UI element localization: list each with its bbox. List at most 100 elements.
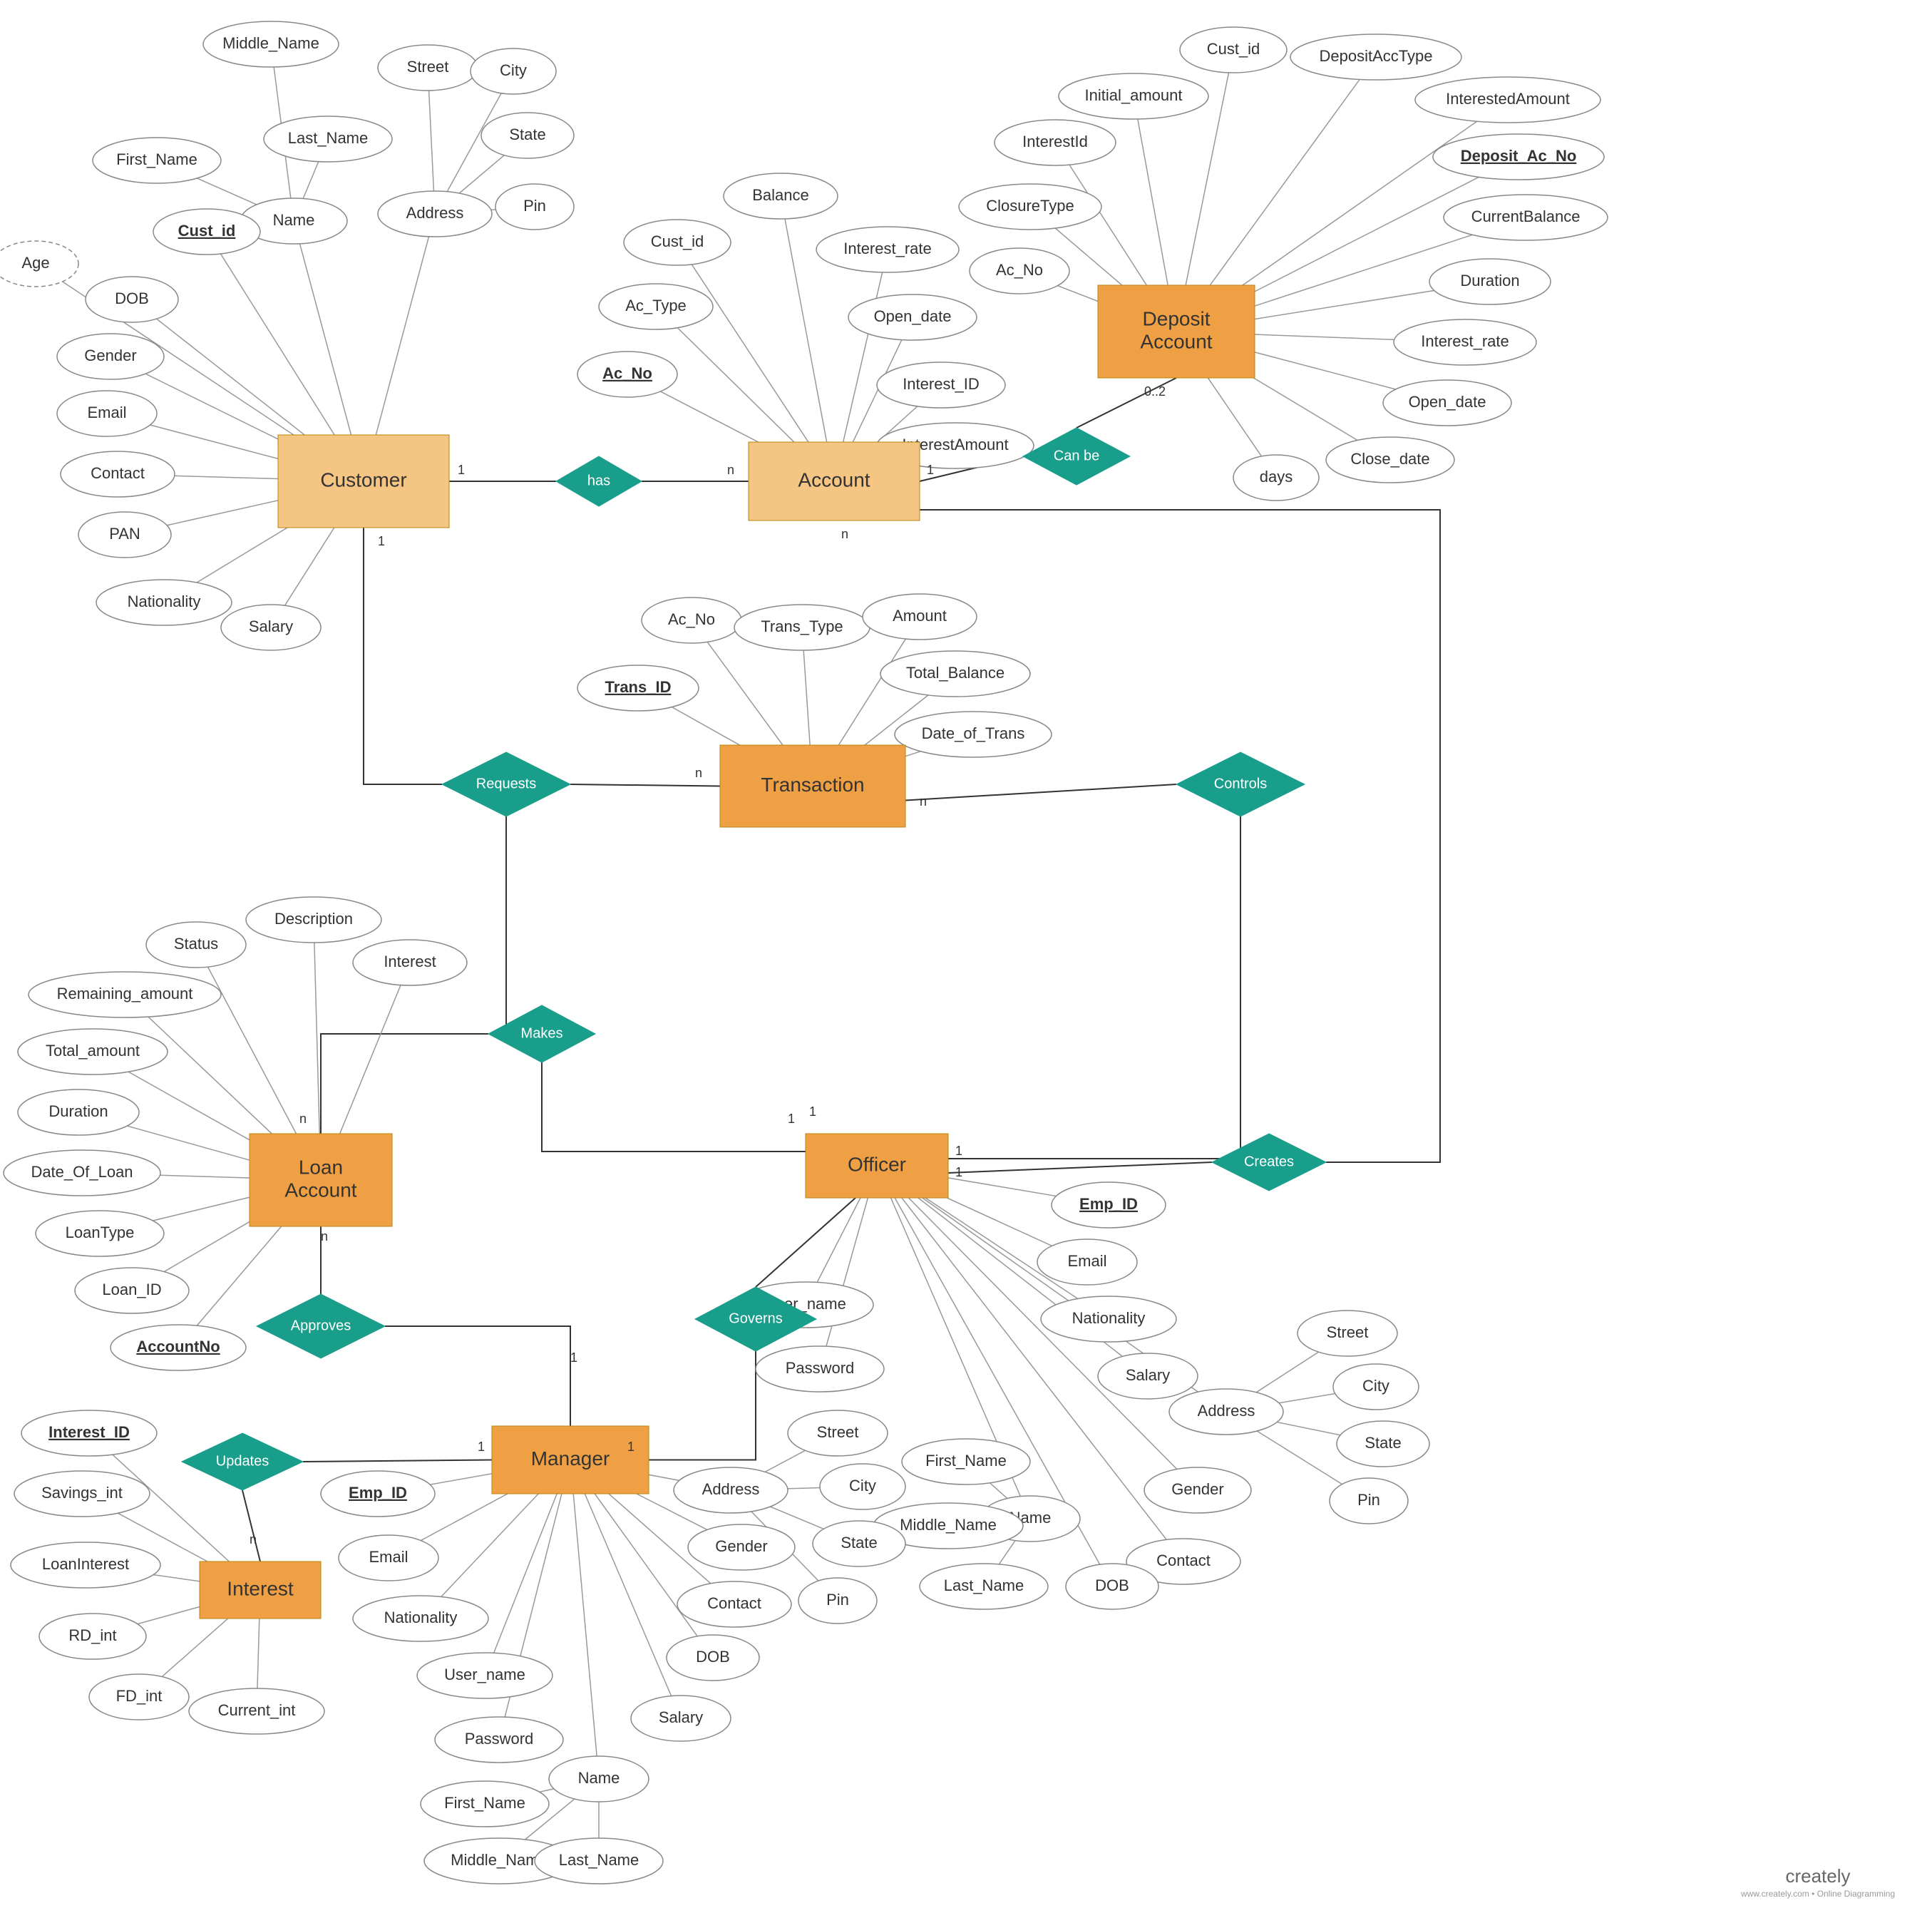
entity-label: Manager [531, 1447, 610, 1470]
attribute-label: Initial_amount [1085, 86, 1183, 104]
attribute-label: Balance [752, 186, 809, 204]
attribute-label: First_Name [444, 1794, 525, 1812]
attribute-label: Deposit_Ac_No [1461, 147, 1577, 165]
attribute-label: Pin [1357, 1491, 1380, 1509]
attribute-label: Contact [1156, 1552, 1211, 1569]
attribute-label: City [500, 61, 527, 79]
attribute-label: Ac_No [668, 610, 715, 628]
attribute-label: User_name [444, 1666, 525, 1683]
entity-label: Customer [320, 468, 406, 491]
attribute-label: City [849, 1477, 876, 1494]
cardinality: 1 [378, 534, 385, 548]
entity-label: Officer [848, 1153, 906, 1175]
cardinality: n [299, 1112, 307, 1126]
cardinality: n [250, 1532, 257, 1547]
attribute-label: Trans_Type [761, 617, 843, 635]
cardinality: n [727, 463, 734, 477]
attribute-label: LoanInterest [42, 1555, 129, 1573]
attribute-label: Date_of_Trans [922, 724, 1025, 742]
attribute-label: RD_int [68, 1626, 116, 1644]
attribute-label: Status [174, 935, 218, 953]
relationship-label: Governs [729, 1311, 783, 1326]
attribute-label: Interest_rate [1421, 332, 1509, 350]
entity-label: Interest [227, 1577, 294, 1599]
cardinality: 1 [927, 463, 934, 477]
relationship-label: has [587, 473, 610, 488]
svg-text:www.creately.com • Online Diag: www.creately.com • Online Diagramming [1740, 1889, 1895, 1899]
cardinality: n [695, 766, 702, 780]
er-diagram: Middle_Name First_Name Last_Name Name Street… [0, 0, 1932, 1918]
attribute-label: Open_date [874, 307, 952, 325]
attribute-label: Email [1067, 1252, 1106, 1270]
attribute-label: Email [369, 1548, 408, 1566]
attribute-label: Date_Of_Loan [31, 1163, 133, 1181]
attribute-label: DepositAccType [1320, 47, 1433, 65]
attribute-label: State [509, 125, 545, 143]
attribute-label: Last_Name [944, 1576, 1024, 1594]
attribute-label: DOB [1095, 1576, 1129, 1594]
attribute-label: days [1260, 468, 1293, 486]
cardinality: 1 [478, 1440, 485, 1454]
attribute-label: ClosureType [986, 197, 1074, 215]
attribute-label: Cust_id [178, 222, 236, 240]
attribute-label: Ac_Type [625, 297, 687, 314]
attribute-label: Middle_Name [451, 1851, 548, 1869]
attribute-label: Trans_ID [605, 678, 672, 696]
attribute-label: Ac_No [602, 364, 652, 382]
relationship-label: Updates [216, 1453, 269, 1469]
attribute-label: Amount [893, 607, 947, 625]
attribute-label: Cust_id [651, 232, 704, 250]
attribute-label: Password [465, 1730, 534, 1748]
attribute-label: Pin [826, 1591, 849, 1609]
attribute-label: Name [578, 1769, 620, 1787]
attribute-label: Street [817, 1423, 859, 1441]
attribute-label: Interest [384, 953, 436, 970]
attribute-label: Address [1198, 1402, 1255, 1420]
cardinality: 0..2 [1144, 384, 1166, 399]
attribute-label: Name [273, 211, 315, 229]
attribute-label: Loan_ID [102, 1281, 161, 1298]
cardinality: 1 [809, 1104, 816, 1119]
attribute-label: Pin [523, 197, 546, 215]
relationship-label: Can be [1054, 448, 1100, 463]
svg-text:creately: creately [1785, 1865, 1850, 1887]
attribute-label: State [1365, 1434, 1401, 1452]
cardinality: 1 [955, 1144, 962, 1158]
attribute-label: DOB [115, 289, 149, 307]
attribute-label: Middle_Name [222, 34, 319, 52]
attribute-label: Gender [715, 1537, 767, 1555]
attribute-label: Salary [249, 617, 293, 635]
attribute-label: Ac_No [996, 261, 1043, 279]
attribute-label: Last_Name [288, 129, 369, 147]
attribute-label: Emp_ID [1079, 1195, 1138, 1213]
attribute-label: Emp_ID [349, 1484, 407, 1502]
cardinality: 1 [458, 463, 465, 477]
entity-label: Account [798, 468, 870, 491]
attribute-label: Savings_int [41, 1484, 123, 1502]
attribute-label: Contact [707, 1594, 761, 1612]
attribute-label: Address [702, 1480, 760, 1498]
attribute-label: First_Name [116, 150, 197, 168]
attribute-label: Duration [48, 1102, 108, 1120]
attribute-label: Open_date [1409, 393, 1486, 411]
attribute-label: Description [274, 910, 353, 928]
entity-label: Loan [299, 1156, 343, 1178]
attribute-label: Age [21, 254, 49, 272]
cardinality: 1 [788, 1112, 795, 1126]
attribute-label: Total_amount [46, 1042, 140, 1060]
attribute-label: Nationality [1072, 1309, 1146, 1327]
creately-logo: creately www.creately.com • Online Diagra… [1740, 1865, 1895, 1899]
relationship-label: Makes [521, 1025, 563, 1041]
attribute-label: Duration [1460, 272, 1519, 289]
attribute-label: Street [1327, 1323, 1369, 1341]
attribute-label: InterestId [1022, 133, 1088, 150]
attribute-label: Interest_ID [903, 375, 980, 393]
attribute-label: State [841, 1534, 877, 1552]
attribute-label: Street [407, 58, 449, 76]
attribute-label: Interest_rate [843, 240, 932, 257]
relationship-label: Approves [291, 1318, 351, 1333]
attribute-label: Last_Name [559, 1851, 639, 1869]
cardinality: 1 [570, 1350, 577, 1365]
attribute-label: Salary [659, 1708, 703, 1726]
attribute-label: DOB [696, 1648, 730, 1666]
